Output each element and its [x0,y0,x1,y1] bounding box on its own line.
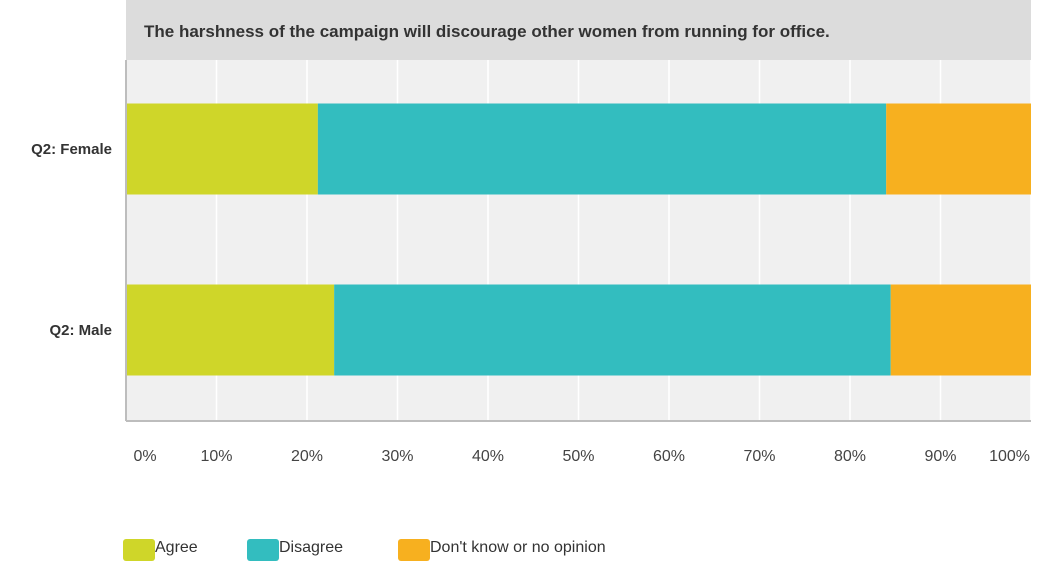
bar-segment [126,103,318,195]
title-band [126,0,1031,60]
legend-label: Disagree [279,539,343,556]
legend-label: Don't know or no opinion [430,539,606,556]
bar-segment [334,284,891,376]
x-tick-label: 50% [562,448,594,465]
legend-swatch [398,539,430,561]
bar-segment [886,103,1031,195]
chart-title: The harshness of the campaign will disco… [144,22,830,41]
legend-swatch [247,539,279,561]
x-tick-label: 60% [653,448,685,465]
x-tick-label: 100% [989,448,1030,465]
x-tick-labels: 0% 10% 20% 30% 40% 50% 60% 70% 80% 90% 100% [133,448,1030,465]
x-tick-label: 20% [291,448,323,465]
x-tick-label: 30% [381,448,413,465]
x-tick-label: 10% [200,448,232,465]
category-label: Q2: Male [49,322,112,339]
x-tick-label: 80% [834,448,866,465]
category-label: Q2: Female [31,141,112,158]
bars [126,103,1031,376]
legend: Agree Disagree Don't know or no opinion [123,539,606,561]
legend-label: Agree [155,539,198,556]
x-tick-label: 70% [743,448,775,465]
legend-swatch [123,539,155,561]
bar-segment [126,284,335,376]
bar-segment [317,103,887,195]
x-tick-label: 40% [472,448,504,465]
category-labels: Q2: Female Q2: Male [31,141,112,339]
x-tick-label: 90% [924,448,956,465]
bar-segment [890,284,1031,376]
x-tick-label: 0% [133,448,156,465]
